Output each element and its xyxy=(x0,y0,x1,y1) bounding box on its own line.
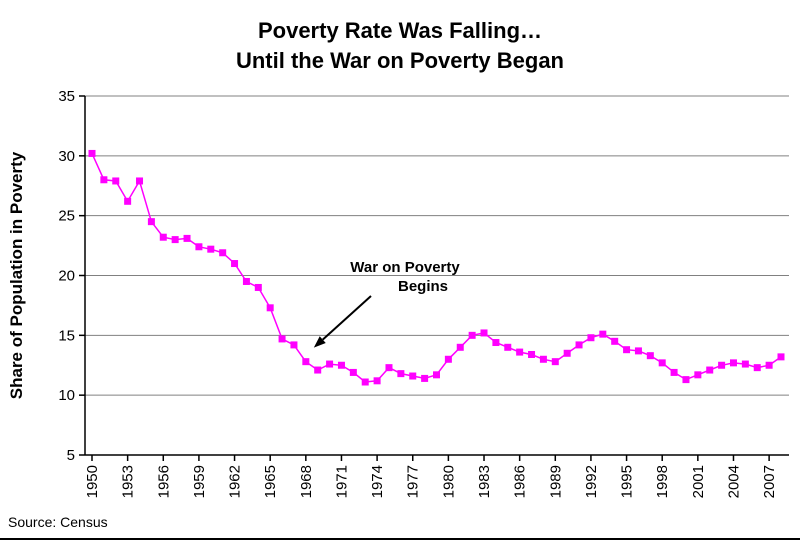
data-point-marker xyxy=(492,339,500,347)
data-point-marker xyxy=(551,358,559,366)
data-point-marker xyxy=(349,368,357,376)
y-tick-label: 35 xyxy=(58,88,75,105)
data-point-marker xyxy=(183,234,191,242)
data-point-marker xyxy=(528,350,536,358)
x-tick-label: 1971 xyxy=(333,465,350,498)
x-tick-label: 1953 xyxy=(120,465,137,498)
data-point-marker xyxy=(658,359,666,367)
data-point-marker xyxy=(100,176,108,184)
data-point-marker xyxy=(314,366,322,374)
x-tick-label: 1965 xyxy=(262,465,279,498)
data-point-marker xyxy=(682,376,690,384)
data-point-marker xyxy=(88,149,96,157)
data-point-marker xyxy=(124,197,132,205)
data-point-marker xyxy=(575,341,583,349)
data-point-marker xyxy=(634,347,642,355)
data-point-marker xyxy=(456,343,464,351)
annotation-line2: Begins xyxy=(398,278,448,295)
x-tick-label: 1962 xyxy=(227,465,244,498)
data-point-marker xyxy=(136,177,144,185)
data-point-marker xyxy=(468,331,476,339)
y-tick-label: 25 xyxy=(58,208,75,225)
data-point-marker xyxy=(231,260,239,268)
data-point-marker xyxy=(112,177,120,185)
data-point-marker xyxy=(207,245,215,253)
data-point-marker xyxy=(159,233,167,241)
data-point-marker xyxy=(706,366,714,374)
annotation-arrow-shaft xyxy=(322,295,372,341)
data-point-marker xyxy=(599,330,607,338)
data-point-marker xyxy=(765,361,773,369)
data-point-marker xyxy=(587,334,595,342)
data-point-marker xyxy=(777,353,785,361)
y-axis-title: Share of Population in Poverty xyxy=(7,151,26,399)
y-tick-label: 10 xyxy=(58,387,75,404)
data-point-marker xyxy=(147,218,155,226)
bottom-divider xyxy=(0,538,800,540)
data-point-marker xyxy=(623,346,631,354)
data-point-marker xyxy=(242,277,250,285)
data-point-marker xyxy=(278,335,286,343)
data-point-marker xyxy=(694,371,702,379)
x-tick-label: 2001 xyxy=(690,465,707,498)
data-point-marker xyxy=(373,377,381,385)
data-point-marker xyxy=(563,349,571,357)
data-point-marker xyxy=(646,352,654,360)
annotation-arrowhead xyxy=(313,336,326,348)
data-point-marker xyxy=(302,358,310,366)
data-point-marker xyxy=(290,341,298,349)
data-point-marker xyxy=(337,361,345,369)
x-tick-label: 1992 xyxy=(583,465,600,498)
data-point-marker xyxy=(195,243,203,251)
data-point-marker xyxy=(670,368,678,376)
data-point-marker xyxy=(611,337,619,345)
data-point-marker xyxy=(718,361,726,369)
y-tick-label: 30 xyxy=(58,148,75,165)
data-point-marker xyxy=(385,364,393,372)
data-point-marker xyxy=(504,343,512,351)
chart-title-line1: Poverty Rate Was Falling… xyxy=(257,18,543,43)
x-tick-label: 1986 xyxy=(512,465,529,498)
annotation-line1: War on Poverty xyxy=(350,259,460,276)
chart-title: Poverty Rate Was Falling… Until the War … xyxy=(0,16,800,75)
x-tick-label: 1956 xyxy=(155,465,172,498)
data-point-marker xyxy=(266,304,274,312)
data-point-marker xyxy=(409,372,417,380)
data-point-marker xyxy=(171,236,179,244)
data-point-marker xyxy=(326,360,334,368)
x-tick-label: 1995 xyxy=(619,465,636,498)
x-tick-label: 1980 xyxy=(440,465,457,498)
y-tick-label: 5 xyxy=(67,447,75,464)
x-tick-label: 1983 xyxy=(476,465,493,498)
data-point-marker xyxy=(539,355,547,363)
source-note: Source: Census xyxy=(8,514,108,530)
x-tick-label: 2004 xyxy=(725,465,742,498)
data-point-marker xyxy=(254,283,262,291)
x-tick-label: 1989 xyxy=(547,465,564,498)
data-point-marker xyxy=(444,355,452,363)
data-point-marker xyxy=(361,378,369,386)
x-tick-label: 1998 xyxy=(654,465,671,498)
y-tick-label: 15 xyxy=(58,327,75,344)
x-tick-label: 1974 xyxy=(369,465,386,498)
x-tick-label: 1977 xyxy=(405,465,422,498)
data-point-marker xyxy=(397,370,405,378)
x-tick-label: 1959 xyxy=(191,465,208,498)
data-point-marker xyxy=(219,249,227,257)
data-point-marker xyxy=(516,348,524,356)
data-point-marker xyxy=(433,371,440,379)
y-tick-label: 20 xyxy=(58,268,75,285)
data-point-marker xyxy=(741,360,749,368)
data-point-marker xyxy=(421,374,429,382)
x-tick-label: 1968 xyxy=(298,465,315,498)
data-point-marker xyxy=(729,359,737,367)
data-point-marker xyxy=(753,364,761,372)
x-tick-label: 2007 xyxy=(761,465,778,498)
x-tick-label: 1950 xyxy=(84,465,101,498)
chart-title-line2: Until the War on Poverty Began xyxy=(235,47,564,73)
data-point-marker xyxy=(480,329,488,337)
